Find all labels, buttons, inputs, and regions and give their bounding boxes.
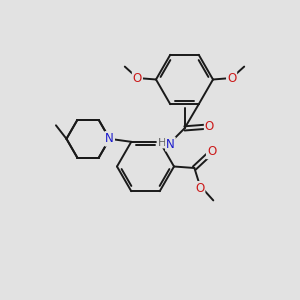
Text: O: O	[207, 145, 216, 158]
Text: N: N	[105, 132, 114, 145]
Text: O: O	[133, 71, 142, 85]
Text: O: O	[195, 182, 204, 195]
Text: O: O	[205, 120, 214, 134]
Text: O: O	[227, 71, 236, 85]
Text: H: H	[158, 137, 166, 148]
Text: N: N	[166, 137, 175, 151]
Text: N: N	[105, 132, 114, 145]
Text: N: N	[105, 132, 114, 145]
